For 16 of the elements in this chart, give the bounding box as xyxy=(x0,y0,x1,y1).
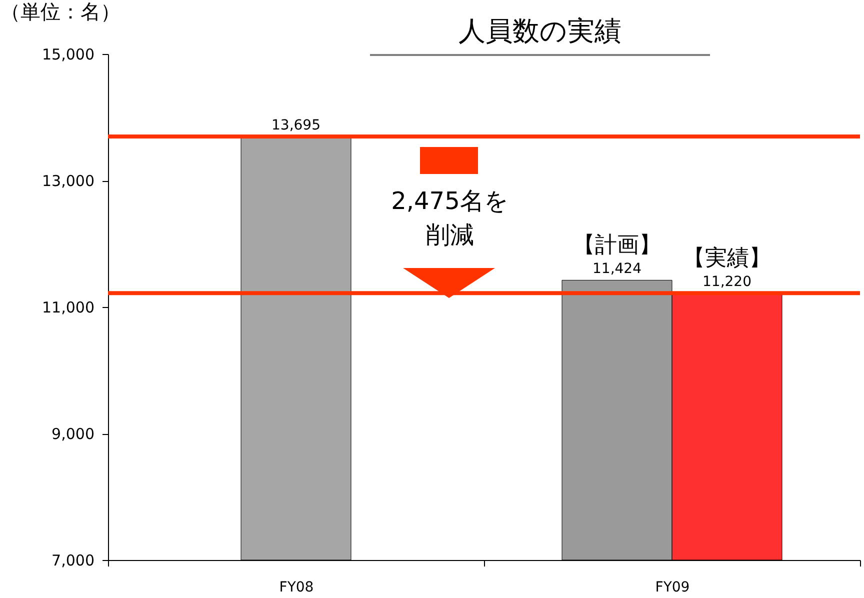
x-tick-label: FY08 xyxy=(279,580,314,596)
chart-title: 人員数の実績 xyxy=(458,16,622,47)
annotation: 2,475名を xyxy=(391,187,509,215)
x-tick-label: FY09 xyxy=(655,580,690,596)
y-tick-label: 9,000 xyxy=(52,425,94,443)
series-label: 【実績】 xyxy=(683,246,771,272)
y-tick-label: 15,000 xyxy=(42,46,94,64)
y-tick-label: 7,000 xyxy=(52,552,94,570)
annotation: 削減 xyxy=(426,221,474,249)
data-label: 11,220 xyxy=(702,274,752,290)
data-label: 13,695 xyxy=(272,118,320,134)
y-tick-label: 13,000 xyxy=(42,172,94,190)
series-label: 【計画】 xyxy=(573,233,661,258)
y-tick-label: 11,000 xyxy=(42,298,94,316)
y-axis-title: （単位：名） xyxy=(0,0,120,24)
data-label: 11,424 xyxy=(592,261,642,278)
